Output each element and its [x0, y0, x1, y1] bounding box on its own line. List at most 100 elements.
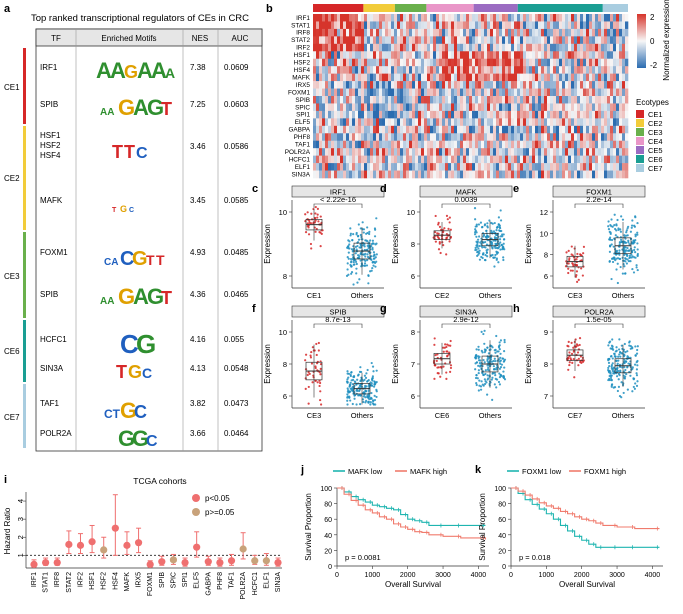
heatmap-cell [556, 81, 560, 89]
heatmap-cell [583, 14, 587, 22]
heatmap-cell [334, 28, 338, 37]
heatmap-cell [349, 73, 353, 82]
data-point [494, 359, 497, 363]
heatmap-cell [421, 148, 425, 156]
heatmap-cell [508, 81, 512, 89]
heatmap-cell [451, 118, 455, 127]
data-point [480, 330, 483, 333]
heatmap-cell [538, 103, 542, 112]
heatmap-cell [394, 125, 398, 134]
data-point [442, 244, 445, 247]
data-point [359, 259, 362, 262]
heatmap-cell [487, 125, 491, 134]
heatmap-cell [403, 36, 407, 45]
heatmap-cell [544, 170, 548, 179]
heatmap-cell [328, 21, 332, 30]
heatmap-cell [316, 14, 320, 22]
data-point [618, 243, 621, 246]
heatmap-cell [568, 148, 572, 156]
heatmap-cell [424, 118, 428, 127]
heatmap-cell [514, 155, 518, 164]
group-bar-ce6 [23, 320, 26, 382]
svg-text:T: T [112, 142, 123, 162]
heatmap-cell [490, 163, 494, 171]
heatmap-cell [457, 110, 461, 119]
data-point [634, 250, 637, 254]
data-point [346, 378, 349, 381]
heatmap-cell [334, 133, 338, 142]
data-point [612, 245, 615, 248]
data-point [607, 366, 610, 370]
heatmap-cell [463, 51, 467, 60]
heatmap-cell [592, 66, 596, 74]
heatmap-cell [397, 103, 401, 112]
data-point [308, 221, 311, 224]
heatmap-cell [595, 73, 599, 82]
col-header-nes: NES [192, 34, 208, 43]
data-point [478, 244, 481, 248]
heatmap-cell [391, 163, 395, 171]
heatmap-gene-label: IRX5 [296, 82, 311, 89]
heatmap-cell [403, 28, 407, 37]
heatmap-cell [370, 73, 374, 82]
heatmap-cell [367, 21, 371, 30]
heatmap-cell [361, 140, 365, 149]
data-point [483, 361, 486, 364]
data-point [608, 260, 611, 263]
heatmap-cell [523, 36, 527, 45]
data-point [616, 218, 619, 222]
heatmap-cell [322, 96, 326, 104]
data-point [434, 214, 437, 218]
heatmap-cell [439, 118, 443, 127]
heatmap-cell [364, 155, 368, 164]
heatmap-cell [610, 170, 614, 179]
data-point [634, 216, 637, 219]
heatmap-cell [514, 73, 518, 82]
heatmap-cell [334, 73, 338, 82]
heatmap-cell [376, 88, 380, 97]
x-tick-label: 4000 [645, 572, 661, 579]
heatmap-cell [532, 51, 536, 60]
heatmap-cell [316, 96, 320, 104]
heatmap-cell [526, 155, 530, 164]
heatmap-cell [574, 51, 578, 60]
y-axis-label: Survival Proportion [478, 493, 487, 561]
heatmap-cell [409, 88, 413, 97]
heatmap-cell [616, 21, 620, 30]
heatmap-cell [571, 21, 575, 30]
heatmap-cell [451, 140, 455, 149]
data-point [636, 233, 639, 236]
heatmap-cell [313, 140, 317, 149]
data-point [446, 218, 449, 221]
data-point [358, 389, 361, 393]
heatmap-cell [520, 170, 524, 179]
heatmap-cell [373, 125, 377, 134]
heatmap-cell [445, 81, 449, 89]
panel-letter: f [252, 303, 256, 315]
heatmap-cell [460, 140, 464, 149]
data-point [306, 222, 309, 225]
data-point [314, 219, 317, 222]
x-tick-label: PHF8 [217, 572, 224, 590]
data-point [491, 346, 494, 349]
heatmap-cell [373, 163, 377, 171]
y-tick-label: 3 [16, 517, 25, 521]
heatmap-cell [316, 28, 320, 37]
data-point [351, 402, 354, 406]
heatmap-cell [547, 155, 551, 164]
heatmap-cell [376, 58, 380, 67]
heatmap-cell [361, 36, 365, 45]
heatmap-cell [376, 73, 380, 82]
data-point [500, 363, 504, 366]
heatmap-cell [619, 155, 623, 164]
x-tick-label: GABPA [205, 572, 212, 596]
heatmap-cell [373, 170, 377, 179]
heatmap-cell [394, 163, 398, 171]
data-point [499, 219, 503, 222]
heatmap-cell [424, 51, 428, 60]
data-point [476, 377, 479, 380]
data-point [310, 350, 313, 354]
heatmap-cell [469, 66, 473, 74]
heatmap-cell [562, 88, 566, 97]
heatmap-cell [532, 125, 536, 134]
